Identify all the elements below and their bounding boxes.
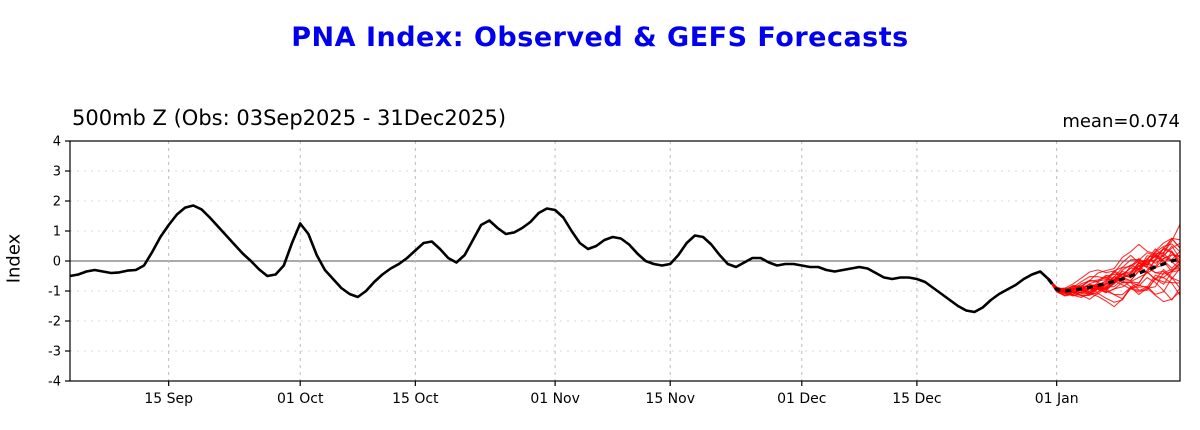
y-tick-label: -2 xyxy=(48,315,61,330)
y-tick-label: 0 xyxy=(53,255,61,270)
y-tick-label: -3 xyxy=(48,345,61,360)
y-tick-label: 2 xyxy=(53,195,61,210)
y-tick-label: 1 xyxy=(53,225,61,240)
chart-subtitle: 500mb Z (Obs: 03Sep2025 - 31Dec2025) xyxy=(72,106,507,130)
gefs-member-line xyxy=(1047,277,1181,308)
x-tick-label: 15 Nov xyxy=(645,391,695,407)
x-tick-label: 15 Sep xyxy=(144,391,193,407)
gefs-member-line xyxy=(1048,237,1181,291)
y-tick-label: -1 xyxy=(48,285,61,300)
y-tick-label: 3 xyxy=(53,165,61,180)
x-tick-label: 01 Oct xyxy=(277,391,324,407)
x-tick-label: 01 Nov xyxy=(530,391,580,407)
y-tick-label: -4 xyxy=(48,375,61,390)
observed-line xyxy=(69,204,1050,314)
x-tick-label: 01 Dec xyxy=(777,391,826,407)
x-tick-label: 15 Oct xyxy=(392,391,439,407)
gefs-mean-line xyxy=(1047,257,1181,293)
x-tick-label: 15 Dec xyxy=(892,391,941,407)
y-tick-label: 4 xyxy=(53,135,61,150)
ensemble-mean-value-label: mean=0.074 xyxy=(1062,111,1180,132)
x-tick-label: 01 Jan xyxy=(1035,391,1079,407)
gefs-member-line xyxy=(1047,275,1181,301)
chart-title: PNA Index: Observed & GEFS Forecasts xyxy=(291,22,909,53)
gefs-member-line xyxy=(1047,242,1181,290)
